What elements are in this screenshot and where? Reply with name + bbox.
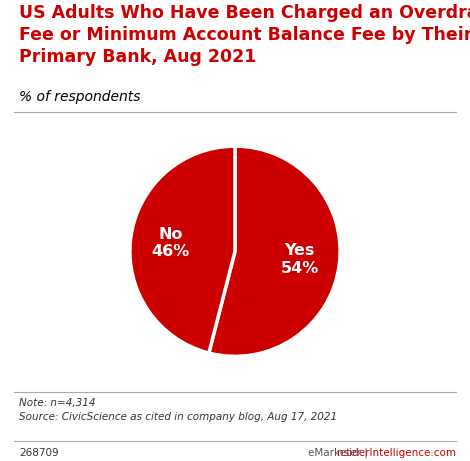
Wedge shape	[209, 146, 340, 356]
Text: Yes
54%: Yes 54%	[281, 243, 319, 276]
Text: eMarketer |: eMarketer |	[308, 448, 371, 458]
Wedge shape	[130, 146, 235, 353]
Text: US Adults Who Have Been Charged an Overdraft
Fee or Minimum Account Balance Fee : US Adults Who Have Been Charged an Overd…	[19, 4, 470, 66]
Text: No
46%: No 46%	[151, 227, 189, 259]
Text: % of respondents: % of respondents	[19, 90, 141, 104]
Text: 268709: 268709	[19, 448, 58, 458]
Text: Note: n=4,314
Source: CivicScience as cited in company blog, Aug 17, 2021: Note: n=4,314 Source: CivicScience as ci…	[19, 398, 337, 422]
Text: InsiderIntelligence.com: InsiderIntelligence.com	[334, 448, 456, 458]
